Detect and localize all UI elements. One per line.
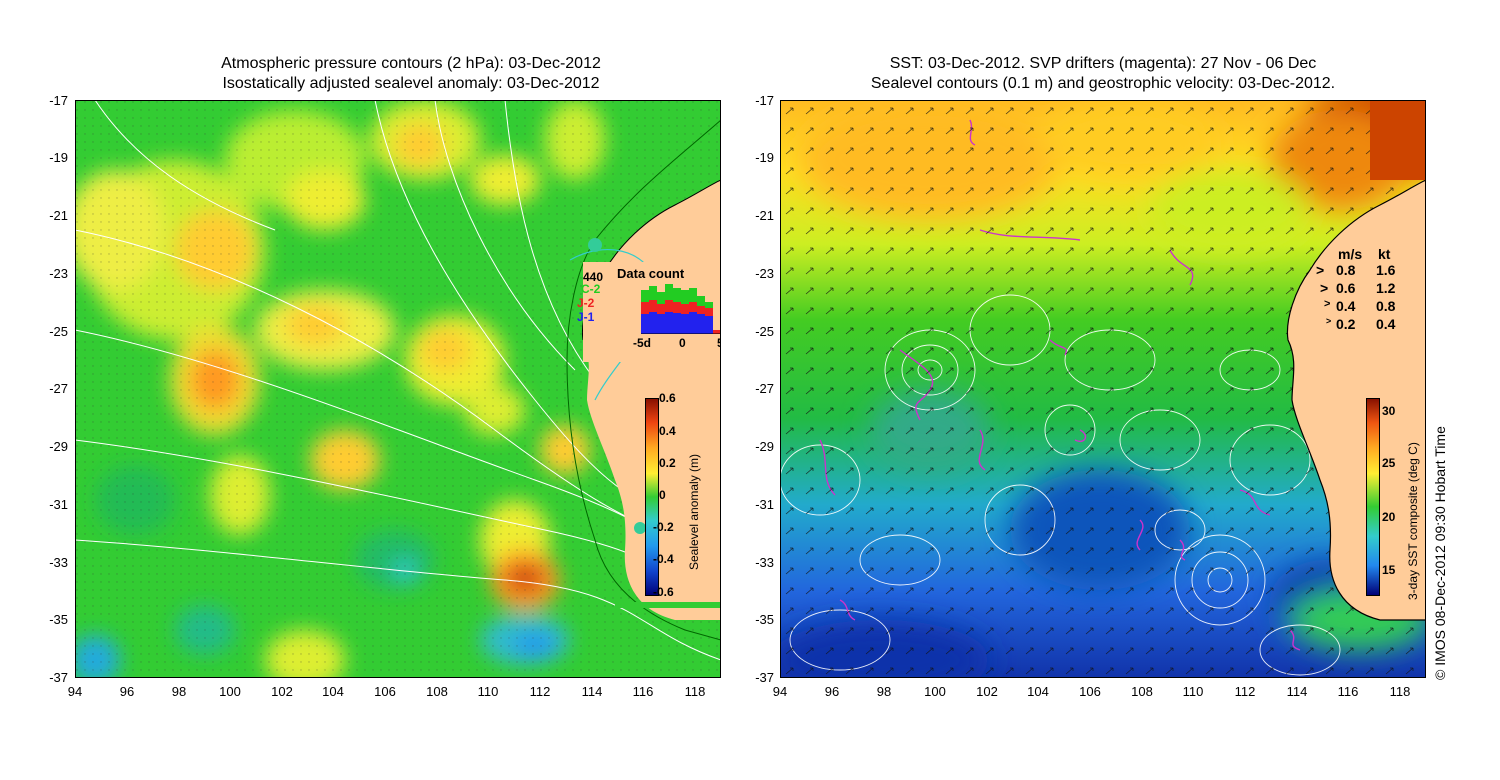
velocity-unit-ms: m/s	[1338, 246, 1363, 262]
left-ytick: -25	[49, 324, 68, 339]
right-ytick: -27	[755, 381, 774, 396]
left-xtick: 110	[477, 684, 499, 699]
sst-tick-20: 20	[1382, 510, 1396, 524]
right-ytick: -17	[755, 93, 774, 108]
velocity-legend: m/s kt > 0.8 1.6 > 0.6 1.2 > 0.4 0.8 > 0…	[1316, 246, 1426, 336]
left-ytick: -19	[49, 150, 68, 165]
right-xtick: 102	[976, 684, 998, 699]
left-xtick: 106	[374, 684, 396, 699]
right-ytick: -25	[755, 324, 774, 339]
data-count-total: 440	[583, 270, 604, 284]
left-xtick: 114	[581, 684, 603, 699]
right-xtick: 114	[1286, 684, 1308, 699]
inset-xtick-end: 5	[717, 336, 721, 350]
sst-colorbar-label: 3-day SST composite (deg C)	[1406, 442, 1420, 600]
cbar-tick-neg0.6: -0.6	[653, 585, 674, 599]
velocity-unit-kt: kt	[1378, 246, 1391, 262]
sst-colorbar	[1366, 398, 1380, 596]
left-xtick: 104	[322, 684, 344, 699]
left-ytick: -27	[49, 381, 68, 396]
left-ytick: -21	[49, 208, 68, 223]
velocity-row-kt: 0.8	[1376, 298, 1396, 314]
velocity-row-ms: 0.6	[1336, 280, 1356, 296]
right-ytick: -35	[755, 612, 774, 627]
right-title-line2: Sealevel contours (0.1 m) and geostrophi…	[870, 75, 1336, 92]
velocity-row-kt: 0.4	[1376, 316, 1396, 332]
left-title-line1: Atmospheric pressure contours (2 hPa): 0…	[221, 55, 601, 72]
right-xtick: 112	[1234, 684, 1256, 699]
left-xtick: 100	[219, 684, 241, 699]
right-ytick: -37	[755, 670, 774, 685]
right-xtick: 98	[876, 684, 892, 699]
cbar-tick-0.6: 0.6	[659, 391, 676, 405]
right-xtick: 108	[1131, 684, 1153, 699]
data-count-title: Data count	[617, 266, 685, 281]
data-count-inset: Data count 440 C-2 J-2 J-1 -5d 0 5	[577, 262, 721, 362]
inset-xtick-start: -5d	[633, 336, 651, 350]
inset-xtick-zero: 0	[679, 336, 686, 350]
sealevel-colorbar	[645, 398, 659, 596]
sealevel-anomaly-map: Data count 440 C-2 J-2 J-1 -5d 0 5 0.6	[75, 100, 721, 678]
right-xtick: 110	[1182, 684, 1204, 699]
velocity-arrow-tiny-icon: >	[1326, 316, 1332, 326]
right-xtick: 118	[1389, 684, 1411, 699]
velocity-arrow-small-icon: >	[1324, 298, 1331, 310]
velocity-row-ms: 0.4	[1336, 298, 1356, 314]
right-ytick: -19	[755, 150, 774, 165]
right-ytick: -29	[755, 439, 774, 454]
sst-tick-25: 25	[1382, 456, 1396, 470]
left-xtick: 118	[684, 684, 706, 699]
left-ytick: -23	[49, 266, 68, 281]
velocity-row-kt: 1.6	[1376, 262, 1396, 278]
left-xtick: 108	[426, 684, 448, 699]
left-xtick: 96	[119, 684, 135, 699]
right-ytick: -33	[755, 555, 774, 570]
right-ytick: -23	[755, 266, 774, 281]
sealevel-colorbar-label: Sealevel anomaly (m)	[687, 453, 701, 570]
right-ytick: -31	[755, 497, 774, 512]
sat-c2-label: C-2	[581, 282, 601, 296]
right-xtick: 96	[824, 684, 840, 699]
cbar-tick-0: 0	[659, 488, 666, 502]
left-ytick: -17	[49, 93, 68, 108]
right-xtick: 116	[1337, 684, 1359, 699]
right-xtick: 106	[1079, 684, 1101, 699]
velocity-row-ms: 0.2	[1336, 316, 1356, 332]
left-ytick: -35	[49, 612, 68, 627]
left-title-line2: Isostatically adjusted sealevel anomaly:…	[222, 75, 600, 92]
sat-j2-label: J-2	[577, 296, 595, 310]
left-ytick: -29	[49, 439, 68, 454]
right-title-line1: SST: 03-Dec-2012. SVP drifters (magenta)…	[889, 55, 1317, 72]
left-xtick: 112	[529, 684, 551, 699]
data-count-bars	[641, 284, 721, 334]
velocity-row-ms: 0.8	[1336, 262, 1356, 278]
velocity-arrow-large-icon: >	[1316, 262, 1325, 278]
left-ytick: -33	[49, 555, 68, 570]
velocity-row-kt: 1.2	[1376, 280, 1396, 296]
velocity-arrow-medium-icon: >	[1320, 280, 1329, 296]
right-ytick: -21	[755, 208, 774, 223]
cbar-tick-neg0.4: -0.4	[653, 552, 674, 566]
left-xtick: 94	[67, 684, 83, 699]
left-ytick: -37	[49, 670, 68, 685]
cbar-tick-neg0.2: -0.2	[653, 520, 674, 534]
sat-j1-label: J-1	[577, 310, 595, 324]
copyright-timestamp: © IMOS 08-Dec-2012 09:30 Hobart Time	[1432, 426, 1448, 680]
right-xtick: 94	[772, 684, 788, 699]
left-ytick: -31	[49, 497, 68, 512]
left-xtick: 98	[171, 684, 187, 699]
cbar-tick-0.4: 0.4	[659, 424, 676, 438]
left-xtick: 116	[632, 684, 654, 699]
right-xtick: 100	[924, 684, 946, 699]
cbar-tick-0.2: 0.2	[659, 456, 676, 470]
right-xtick: 104	[1027, 684, 1049, 699]
sst-tick-15: 15	[1382, 563, 1396, 577]
sst-tick-30: 30	[1382, 404, 1396, 418]
left-xtick: 102	[271, 684, 293, 699]
sst-map: m/s kt > 0.8 1.6 > 0.6 1.2 > 0.4 0.8 > 0…	[780, 100, 1426, 678]
